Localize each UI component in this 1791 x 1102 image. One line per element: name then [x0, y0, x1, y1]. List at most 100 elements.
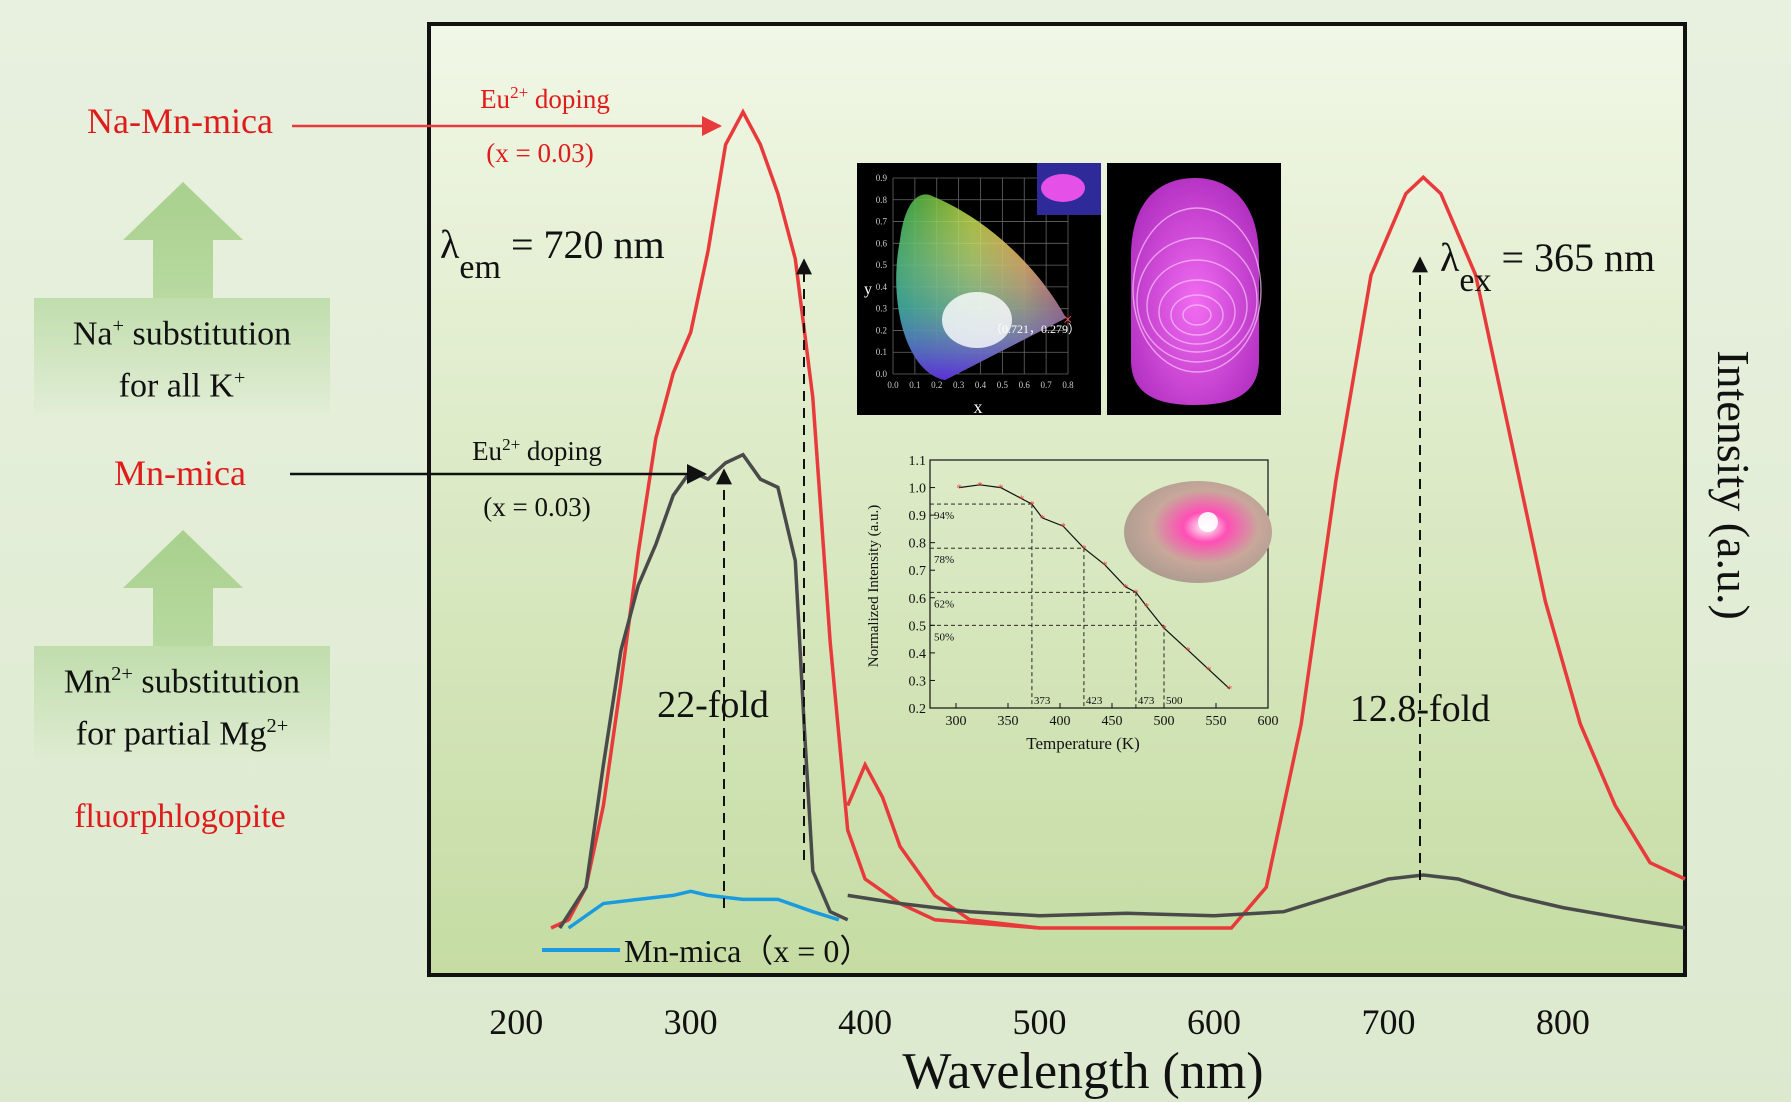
temp-point: *	[1102, 560, 1108, 572]
spectrum-line-3	[567, 889, 840, 930]
na-mn-mica-label: Na-Mn-mica	[87, 101, 273, 141]
temp-line	[959, 484, 1230, 690]
temp-point: *	[1144, 601, 1150, 613]
temp-point: *	[1060, 521, 1066, 533]
x-axis-ticks: 200 300 400 500 600 700 800	[489, 1002, 1590, 1042]
temp-point: *	[1133, 587, 1139, 599]
temperature-inset: 300 350 400 450 500 550 600 0.2 0.3 0.4 0.5 0.6 0.7 0…	[866, 454, 1279, 753]
cie-inset: 0.0 0.1 0.2 0.3 0.4 0.5 0.6 0.7 0.8 0.0 0.1 0.2 0.3 0…	[857, 163, 1101, 417]
temp-y-tick: 0.6	[909, 592, 927, 607]
cie-y-tick: 0.7	[876, 217, 888, 227]
temp-marker-x-label: 423	[1086, 695, 1103, 707]
temp-point: *	[1185, 645, 1191, 657]
x-tick-label: 300	[664, 1002, 718, 1042]
temp-y-tick: 0.5	[909, 619, 927, 634]
temp-point: *	[1019, 494, 1025, 506]
cie-y-tick: 0.2	[876, 325, 887, 335]
temp-point: *	[1227, 684, 1233, 696]
mn-mica-label: Mn-mica	[114, 453, 246, 493]
eu-doping-label-red: Eu2+ doping	[480, 83, 610, 114]
main-spectra	[550, 108, 1686, 930]
na-substitution-box: Na+ substitution for all K+	[34, 298, 330, 414]
temp-percent-label: 78%	[934, 554, 954, 566]
fluorphlogopite-label: fluorphlogopite	[74, 798, 286, 835]
temp-marker-x-label: 500	[1166, 695, 1183, 707]
cie-y-tick: 0.3	[876, 304, 888, 314]
x-tick-label: 700	[1361, 1002, 1415, 1042]
upward-arrow-icon	[123, 182, 243, 298]
cie-y-tick: 0.9	[876, 173, 888, 183]
cie-y-tick: 0.8	[876, 195, 888, 205]
temp-y-tick: 1.1	[909, 454, 927, 469]
cie-x-tick: 0.0	[887, 380, 899, 390]
temp-y-tick: 1.0	[909, 482, 927, 497]
temp-y-tick: 0.2	[909, 702, 927, 717]
x-tick-label: 200	[489, 1002, 543, 1042]
lambda-em-label: λem = 720 nm	[440, 222, 665, 286]
cie-x-tick: 0.4	[975, 380, 987, 390]
temp-point: *	[998, 483, 1004, 495]
y-axis-label: Intensity (a.u.)	[1708, 350, 1759, 620]
temp-point: *	[1123, 582, 1129, 594]
x-value-label-red: (x = 0.03)	[486, 138, 593, 168]
temp-y-tick: 0.3	[909, 674, 927, 689]
spectrum-line-4	[846, 174, 1686, 930]
cie-y-tick: 0.0	[876, 369, 888, 379]
x-tick-label: 400	[838, 1002, 892, 1042]
upward-arrow-icon	[123, 530, 243, 646]
temp-x-tick: 500	[1154, 714, 1175, 729]
temp-percent-label: 50%	[934, 631, 954, 643]
fingerprint-inset	[1107, 163, 1281, 415]
lambda-ex-label: λex = 365 nm	[1440, 235, 1655, 299]
led-photo	[1124, 481, 1272, 583]
x-axis-label: Wavelength (nm)	[902, 1043, 1263, 1100]
cie-y-tick: 0.1	[876, 347, 887, 357]
mn-mica-x0-label: Mn-mica（x = 0）	[624, 933, 871, 969]
cie-point-label: （0.721，0.279）	[990, 322, 1080, 336]
temp-marker-x-label: 373	[1034, 695, 1051, 707]
temp-x-label: Temperature (K)	[1026, 734, 1140, 753]
cie-x-tick: 0.1	[909, 380, 920, 390]
fingerprint-image	[1130, 178, 1260, 405]
spectrum-line-5	[847, 873, 1686, 930]
temp-y-label: Normalized Intensity (a.u.)	[866, 505, 882, 667]
cie-y-tick: 0.4	[876, 282, 888, 292]
temp-point: *	[1029, 499, 1035, 511]
temp-x-tick: 300	[946, 714, 967, 729]
eu-doping-label-black: Eu2+ doping	[472, 435, 602, 466]
cie-x-tick: 0.2	[931, 380, 942, 390]
temp-point: *	[1081, 543, 1087, 555]
x-tick-label: 600	[1187, 1002, 1241, 1042]
temp-x-tick: 400	[1050, 714, 1071, 729]
cie-y-tick: 0.5	[876, 260, 888, 270]
cie-x-tick: 0.7	[1041, 380, 1053, 390]
fold-22-label: 22-fold	[657, 684, 769, 726]
temp-y-tick: 0.7	[909, 564, 927, 579]
temp-x-tick: 550	[1206, 714, 1227, 729]
cie-x-label: x	[974, 397, 983, 417]
temp-point: *	[956, 483, 962, 495]
temp-x-tick: 600	[1258, 714, 1279, 729]
cie-y-tick: 0.6	[876, 238, 888, 248]
temp-y-tick: 0.8	[909, 537, 927, 552]
temp-marker-x-label: 473	[1138, 695, 1155, 707]
temp-x-tick: 450	[1102, 714, 1123, 729]
phosphor-photo	[1041, 174, 1085, 202]
cie-y-label: y	[864, 281, 872, 298]
x-value-label-black: (x = 0.03)	[483, 492, 590, 522]
cie-x-tick: 0.5	[997, 380, 1009, 390]
temp-percent-label: 62%	[934, 598, 954, 610]
cie-x-tick: 0.3	[953, 380, 965, 390]
temp-percent-label: 94%	[934, 510, 954, 522]
temp-point: *	[1161, 623, 1167, 635]
cie-x-tick: 0.6	[1019, 380, 1031, 390]
temp-y-tick: 0.9	[909, 509, 927, 524]
mn-substitution-box: Mn2+ substitution for partial Mg2+	[34, 646, 330, 762]
temp-point: *	[1040, 513, 1046, 525]
temp-y-tick: 0.4	[909, 647, 927, 662]
spectrum-line-1	[550, 108, 1040, 930]
x-tick-label: 800	[1536, 1002, 1590, 1042]
cie-marker-icon: ×	[1063, 310, 1073, 329]
x-tick-label: 500	[1013, 1002, 1067, 1042]
